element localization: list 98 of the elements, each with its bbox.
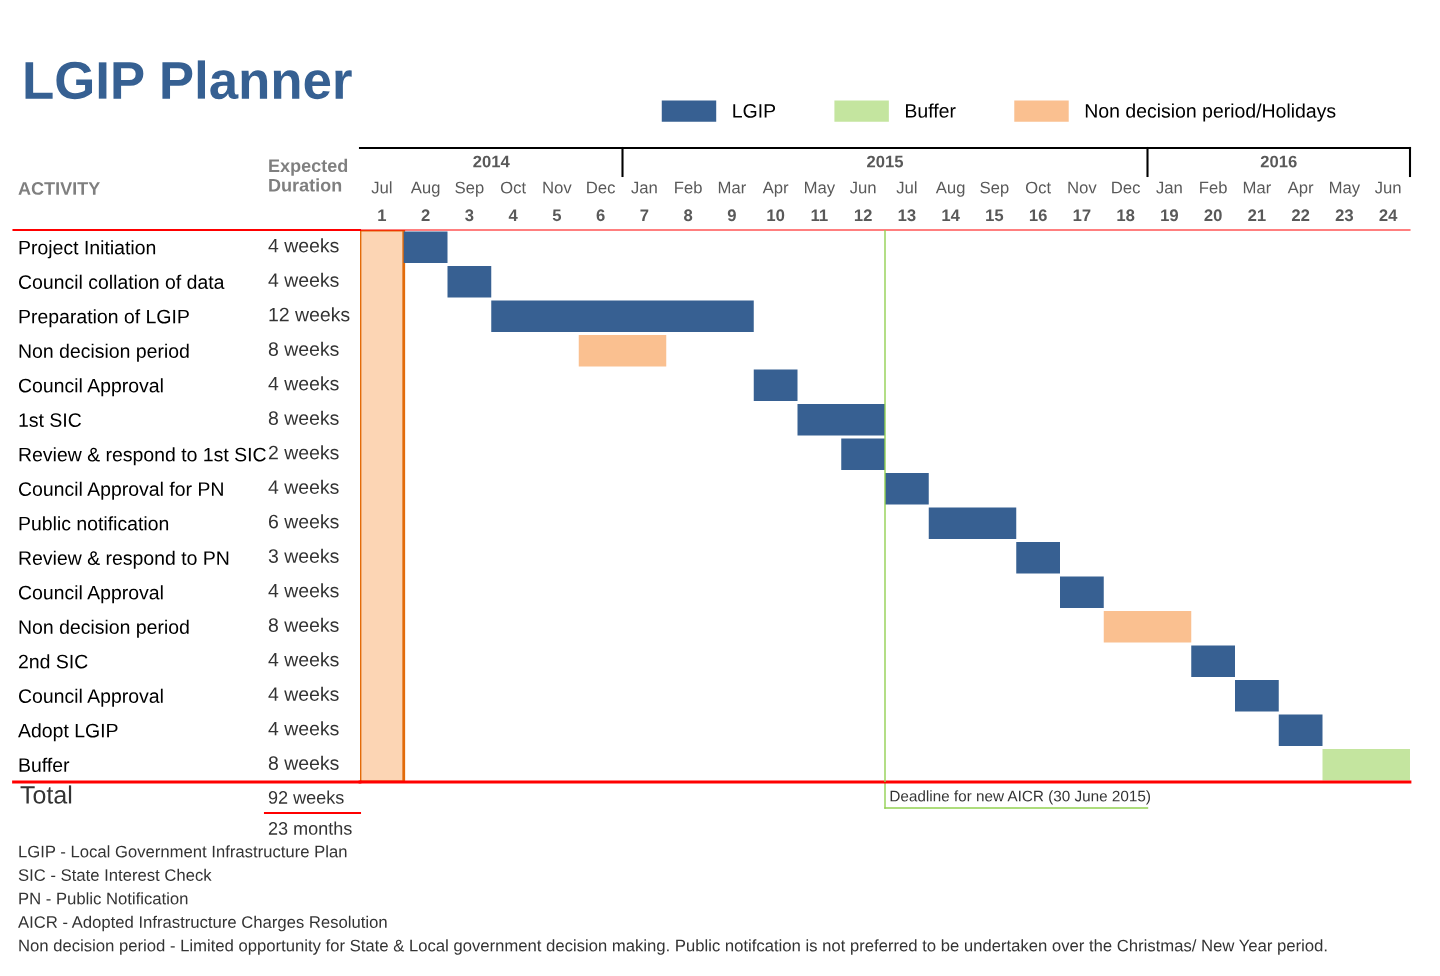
x-tick-label: 4 [508, 209, 518, 221]
text: LGIP - Local Government Infrastructure Plan [19, 845, 347, 858]
text: 92 weeks [268, 790, 344, 804]
x-tick-label: 2 [421, 209, 430, 221]
text: 8 weeks [268, 755, 339, 770]
x-tick-label: 19 [1161, 209, 1179, 222]
chart-title: LGIP Planner [25, 60, 352, 100]
text: Mar [1243, 181, 1271, 194]
text: Aug [935, 181, 965, 197]
y-tick-label: Council Approval [18, 688, 163, 707]
text: Dec [587, 181, 615, 194]
x-tick-label: 5 [552, 209, 562, 222]
text: 2016 [1260, 155, 1297, 168]
y-tick-label: Preparation of LGIP [19, 309, 189, 328]
y-tick-label: Council Approval [18, 585, 163, 604]
x-tick-label: 7 [640, 209, 649, 221]
text: Aug [410, 181, 440, 197]
text: Mar [718, 181, 746, 194]
x-tick-label: 24 [1379, 209, 1398, 221]
text: Jul [371, 181, 392, 194]
text: Oct [500, 181, 526, 194]
text: Jul [896, 181, 917, 194]
x-tick-label: 17 [1073, 209, 1091, 221]
y-tick-label: Public notification [19, 516, 169, 531]
x-tick-label: 6 [596, 209, 605, 222]
text: Apr [1287, 181, 1314, 197]
x-tick-label: 1 [378, 209, 387, 221]
text: 23 months [268, 821, 352, 835]
text: Feb [675, 181, 702, 194]
text: 4 weeks [268, 238, 339, 253]
y-tick-label: 2nd SIC [18, 654, 88, 669]
legend-label: LGIP [733, 103, 776, 118]
y-tick-label: Adopt LGIP [18, 723, 118, 742]
y-tick-label: Non decision period [19, 343, 189, 362]
x-tick-label: 9 [727, 209, 736, 222]
x-tick-label: 13 [898, 209, 916, 222]
y-tick-label: Project Initiation [19, 240, 156, 259]
text: Expected Duration [269, 158, 348, 192]
text: Dec [1112, 181, 1140, 194]
text: AICR - Adopted Infrastructure Charges Resolution [18, 915, 387, 932]
x-tick-label: 16 [1029, 209, 1047, 222]
y-tick-label: 1st SIC [19, 413, 82, 427]
x-tick-label: 8 [684, 209, 693, 222]
text: 4 weeks [268, 376, 339, 391]
text: 2014 [473, 155, 510, 168]
text: Non decision period - Limited opportunity for State & Local government decision making. Public notifcation is not preferred to be undertaken over the Christmas/ New Year period. [19, 939, 1327, 955]
text: Nov [1068, 181, 1097, 194]
text: Jun [849, 181, 876, 194]
text: 4 weeks [268, 721, 339, 736]
x-tick-label: 11 [811, 209, 828, 221]
x-tick-label: 3 [465, 209, 474, 222]
text: Total [20, 785, 72, 804]
text: 3 weeks [268, 548, 339, 563]
legend-label: Non decision period/Holidays [1085, 103, 1336, 122]
text: 4 weeks [268, 652, 339, 667]
text: 8 weeks [268, 341, 339, 356]
text: Oct [1025, 181, 1051, 194]
text: Jan [631, 181, 657, 194]
y-tick-label: Council Approval for PN [18, 481, 223, 500]
x-tick-label: 14 [942, 209, 960, 221]
text: 12 weeks [269, 307, 350, 322]
text: Sep [980, 181, 1009, 197]
text: 2 weeks [268, 445, 339, 460]
x-tick-label: 10 [767, 209, 785, 222]
text: 4 weeks [268, 686, 339, 701]
x-tick-label: 21 [1248, 209, 1266, 221]
text: 8 weeks [268, 410, 339, 425]
text: Jan [1156, 181, 1182, 194]
y-tick-label: Buffer [19, 757, 70, 772]
x-tick-label: 18 [1117, 209, 1135, 222]
text: SIC - State Interest Check [18, 868, 212, 881]
text: 4 weeks [268, 583, 339, 598]
text: 6 weeks [268, 514, 339, 529]
text: Sep [455, 181, 484, 197]
x-tick-label: 12 [854, 209, 872, 221]
text: May [805, 181, 836, 197]
text: Nov [543, 181, 572, 194]
text: 8 weeks [268, 617, 339, 632]
y-tick-label: Council collation of data [18, 274, 225, 289]
legend-label: Deadline for new AICR (30 June 2015) [890, 790, 1150, 805]
y-tick-label: Review & respond to 1st SIC [19, 447, 266, 466]
text: PN - Public Notification [19, 892, 188, 905]
y-tick-label: Review & respond to PN [19, 550, 229, 569]
text: Apr [762, 181, 789, 197]
text: 4 weeks [268, 272, 339, 287]
text: 4 weeks [268, 479, 339, 494]
y-tick-label: Non decision period [19, 619, 189, 638]
x-tick-label: 22 [1291, 209, 1310, 221]
x-tick-label: 20 [1204, 209, 1222, 222]
x-tick-label: 23 [1335, 209, 1354, 222]
y-tick-label: Council Approval [18, 378, 163, 397]
text: May [1330, 181, 1361, 197]
text: Jun [1374, 181, 1401, 194]
y-axis-title: ACTIVITY [18, 182, 100, 195]
legend-label: Buffer [906, 103, 956, 118]
x-tick-label: 15 [986, 209, 1004, 222]
text: Feb [1200, 181, 1227, 194]
text: 2015 [867, 155, 904, 168]
